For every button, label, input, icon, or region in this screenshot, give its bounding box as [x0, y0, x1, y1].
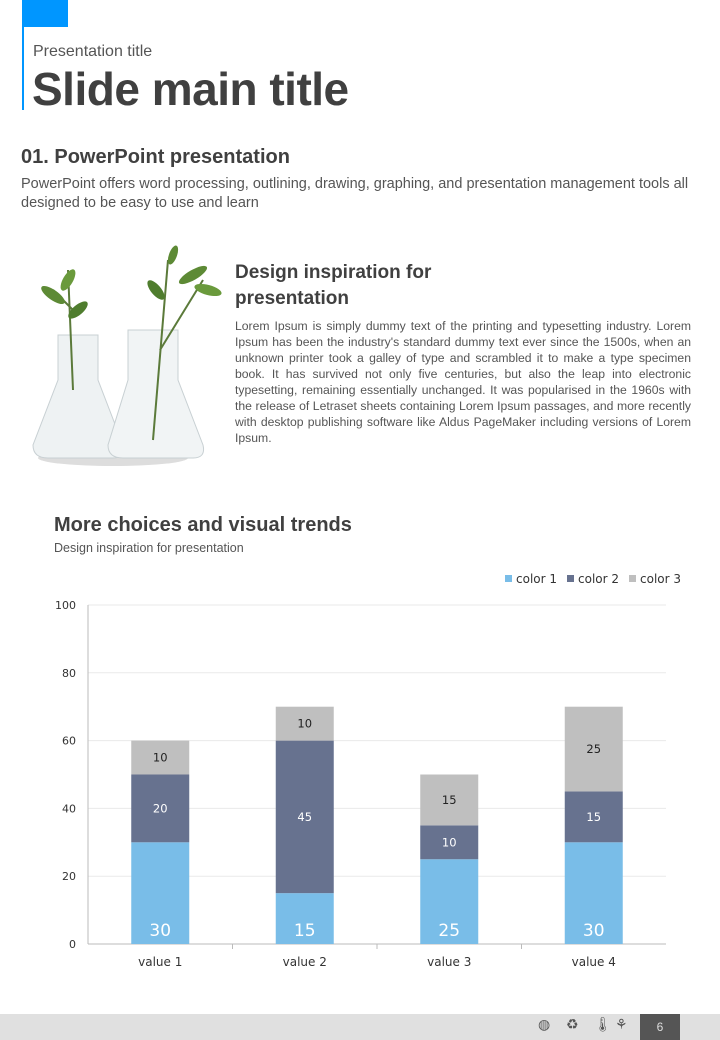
- legend-label: color 3: [640, 572, 681, 586]
- page-number: 6: [640, 1014, 680, 1040]
- bar-segment: [420, 825, 479, 860]
- y-tick-label: 80: [62, 667, 76, 680]
- data-label: 30: [583, 921, 605, 941]
- footer-bar: [0, 1014, 720, 1040]
- bar-segment: [564, 791, 623, 843]
- bar-segment: [275, 740, 334, 894]
- data-label: 15: [294, 921, 316, 941]
- legend-label: color 2: [578, 572, 619, 586]
- data-label: 30: [149, 921, 171, 941]
- legend-swatch: [505, 575, 512, 582]
- data-label: 25: [586, 742, 601, 756]
- data-label: 10: [297, 717, 312, 731]
- feature-body: Lorem Ipsum is simply dummy text of the …: [235, 319, 691, 445]
- data-label: 45: [297, 810, 312, 824]
- chart-subtitle: Design inspiration for presentation: [54, 541, 244, 555]
- data-label: 10: [442, 835, 457, 849]
- bar-segment: [275, 706, 334, 741]
- bar-segment: [420, 774, 479, 826]
- section-body: PowerPoint offers word processing, outli…: [21, 176, 689, 211]
- recycle-icon: ♻: [566, 1016, 579, 1032]
- data-label: 25: [438, 921, 460, 941]
- accent-line: [22, 27, 24, 110]
- legend-label: color 1: [516, 572, 557, 586]
- x-tick-label: value 1: [138, 955, 182, 969]
- presentation-title: Presentation title: [33, 43, 153, 60]
- bar-segment: [131, 842, 190, 944]
- chart-title: More choices and visual trends: [54, 514, 352, 536]
- section-title: 01. PowerPoint presentation: [21, 146, 290, 168]
- y-tick-label: 0: [69, 938, 76, 951]
- bar-segment: [275, 893, 334, 944]
- feature-title: Design inspiration for presentation: [235, 262, 432, 309]
- legend-swatch: [567, 575, 574, 582]
- y-tick-label: 60: [62, 735, 76, 748]
- slide-main-title: Slide main title: [32, 63, 349, 115]
- x-tick-label: value 3: [427, 955, 471, 969]
- bar-segment: [420, 859, 479, 944]
- x-tick-label: value 4: [572, 955, 616, 969]
- globe-icon: ◍: [538, 1016, 551, 1032]
- y-tick-label: 40: [62, 802, 76, 815]
- bar-segment: [564, 842, 623, 944]
- sprout-icon: ⚘: [615, 1016, 628, 1032]
- x-tick-label: value 2: [283, 955, 327, 969]
- thermometer-icon: 🌡: [594, 1016, 612, 1032]
- bar-segment: [131, 740, 190, 775]
- y-tick-label: 100: [55, 599, 76, 612]
- data-label: 15: [442, 793, 457, 807]
- data-label: 15: [586, 810, 601, 824]
- data-label: 20: [153, 801, 168, 815]
- y-tick-label: 20: [62, 870, 76, 883]
- legend-swatch: [629, 575, 636, 582]
- data-label: 10: [153, 751, 168, 765]
- bar-segment: [131, 774, 190, 843]
- flask-plant-image: [32, 245, 222, 466]
- bar-segment: [564, 706, 623, 792]
- accent-block: [22, 0, 68, 27]
